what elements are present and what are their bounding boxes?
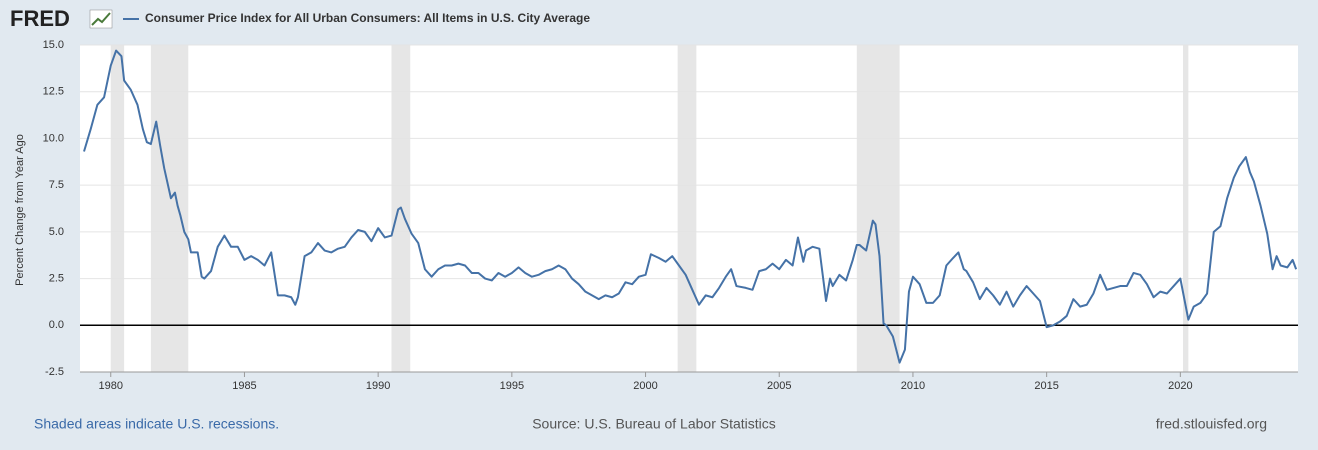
x-tick-label: 1995: [500, 380, 524, 392]
x-tick-label: 2015: [1034, 380, 1058, 392]
x-tick-label: 2020: [1168, 380, 1192, 392]
logo-icon: [89, 9, 113, 29]
recession-band: [110, 45, 125, 372]
recession-band: [1183, 45, 1189, 372]
recession-band: [150, 45, 189, 372]
x-tick-label: 1980: [99, 380, 123, 392]
y-tick-label: 0.0: [49, 319, 64, 331]
source: Source: U.S. Bureau of Labor Statistics: [532, 416, 776, 432]
y-tick-label: 12.5: [43, 86, 64, 98]
y-tick-label: 2.5: [49, 272, 64, 284]
y-tick-label: 5.0: [49, 226, 64, 238]
recession-band: [856, 45, 900, 372]
y-tick-label: 10.0: [43, 132, 64, 144]
logo: FRED: [10, 6, 70, 31]
recession-band: [677, 45, 697, 372]
x-tick-label: 2000: [633, 380, 657, 392]
legend-label: Consumer Price Index for All Urban Consu…: [145, 11, 590, 25]
y-tick-label: 15.0: [43, 39, 64, 51]
y-tick-label: -2.5: [45, 366, 64, 378]
x-tick-label: 2005: [767, 380, 791, 392]
x-tick-label: 2010: [901, 380, 925, 392]
x-tick-label: 1985: [232, 380, 256, 392]
site[interactable]: fred.stlouisfed.org: [1156, 416, 1267, 432]
y-tick-label: 7.5: [49, 179, 64, 191]
y-axis-label: Percent Change from Year Ago: [14, 134, 26, 286]
series-line: [83, 49, 1298, 364]
recession-note[interactable]: Shaded areas indicate U.S. recessions.: [34, 416, 279, 432]
x-tick-label: 1990: [366, 380, 390, 392]
